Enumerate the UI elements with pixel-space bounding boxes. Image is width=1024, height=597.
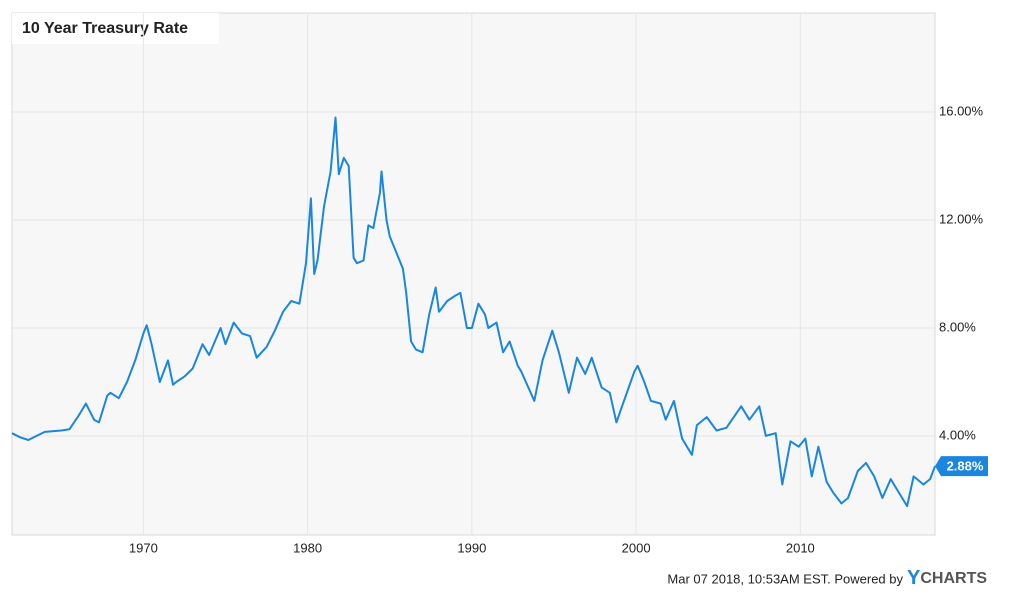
x-tick-label: 2010 (786, 540, 815, 555)
plot-area (11, 12, 936, 536)
brand-logo: YCHARTS (907, 567, 987, 589)
title-box (12, 13, 219, 44)
y-tick-label: 16.00% (939, 103, 984, 118)
x-tick-label: 2000 (622, 540, 651, 555)
value-callout (935, 456, 988, 477)
y-tick-label: 12.00% (939, 211, 984, 226)
line (11, 116, 936, 508)
x-tick-label: 1990 (457, 540, 486, 555)
brand-charts: CHARTS (920, 570, 987, 587)
footer: Mar 07 2018, 10:53AM EST. Powered by (667, 571, 903, 586)
y-tick-label: 8.00% (939, 319, 976, 334)
x-tick-label: 1970 (129, 540, 158, 555)
x-tick-label: 1980 (293, 540, 322, 555)
value-label: 2.88% (947, 459, 984, 474)
brand-y: Y (907, 567, 921, 589)
chart-title: 10 Year Treasury Rate (22, 20, 188, 37)
y-tick-label: 4.00% (939, 427, 976, 442)
